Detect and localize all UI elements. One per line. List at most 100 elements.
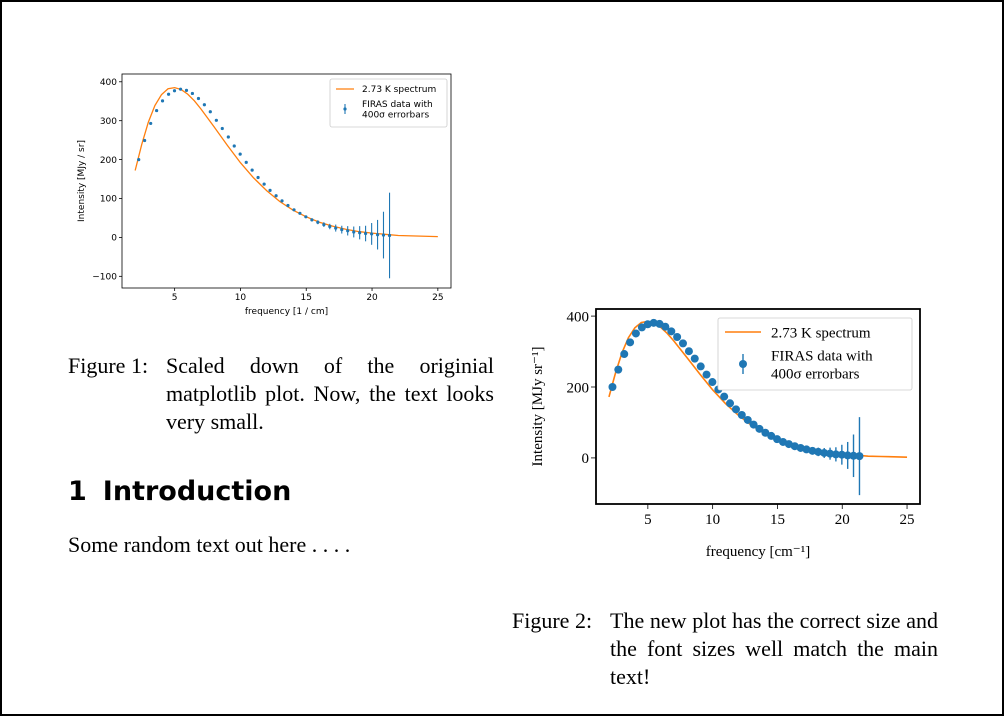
data-point <box>274 194 278 198</box>
data-point <box>831 450 840 459</box>
figure-2-caption-text: The new plot has the correct size and th… <box>610 608 938 689</box>
body-paragraph: Some random text out here . . . . <box>68 532 351 557</box>
data-point <box>755 424 764 433</box>
x-tick-label: 5 <box>172 293 178 303</box>
axes-frame <box>121 73 452 289</box>
data-point <box>673 333 682 342</box>
data-point <box>667 327 676 336</box>
figure-1-caption: Figure 1: Scaled down of the originial m… <box>68 352 494 442</box>
data-point <box>837 450 846 459</box>
data-point <box>761 428 770 437</box>
x-tick-label: 20 <box>366 293 378 303</box>
data-point <box>286 203 290 208</box>
data-point <box>702 370 711 379</box>
figure-2-caption-label: Figure 2: <box>512 608 593 633</box>
y-tick-label: 400 <box>567 309 590 325</box>
legend-entry-data-line2: 400σ errorbars <box>771 366 860 382</box>
data-point <box>352 230 356 234</box>
data-point <box>849 451 858 460</box>
spectrum-line <box>134 86 438 238</box>
data-point <box>381 233 386 237</box>
data-point <box>268 188 272 192</box>
data-point <box>334 226 338 230</box>
data-point <box>196 96 201 101</box>
data-point <box>661 322 670 331</box>
data-point <box>310 218 314 222</box>
legend-entry-spectrum: 2.73 K spectrum <box>362 85 436 95</box>
y-tick-label: 200 <box>100 156 117 166</box>
data-point <box>298 211 302 215</box>
data-point <box>696 362 705 371</box>
data-point <box>684 347 693 356</box>
data-point <box>328 224 332 229</box>
x-tick-label: 20 <box>835 512 850 528</box>
x-axis-label: frequency [1 / cm] <box>245 307 328 317</box>
x-tick-label: 25 <box>432 293 443 303</box>
legend-entry-data-line2: 400σ errorbars <box>362 111 429 121</box>
data-point <box>749 420 758 429</box>
data-point <box>826 449 835 458</box>
section-title: Introduction <box>102 476 292 507</box>
data-point <box>184 88 189 92</box>
legend-entry-data-line1: FIRAS data with <box>362 100 433 110</box>
data-point <box>678 339 687 348</box>
y-tick-label: 100 <box>100 195 117 205</box>
data-point <box>160 99 165 103</box>
legend-marker-swatch <box>343 107 347 111</box>
x-tick-label: 25 <box>900 512 915 528</box>
figure-1-caption-text: Scaled down of the originial matplotlib … <box>166 353 494 434</box>
data-point <box>190 91 195 96</box>
legend-marker-swatch <box>739 360 747 368</box>
x-tick-label: 15 <box>770 512 785 528</box>
data-point <box>322 222 326 227</box>
section-heading: 1 Introduction <box>68 476 291 507</box>
data-point <box>340 228 344 232</box>
data-point <box>155 108 159 113</box>
y-tick-label: 400 <box>100 78 117 88</box>
data-point <box>256 175 260 180</box>
data-point <box>137 158 141 162</box>
legend-entry-data-line1: FIRAS data with <box>771 348 873 364</box>
data-point <box>637 323 646 332</box>
data-point <box>244 160 248 164</box>
y-tick-label: 300 <box>100 117 117 127</box>
data-point <box>208 110 212 114</box>
y-tick-label: 200 <box>567 380 590 396</box>
data-point <box>731 405 740 414</box>
data-point <box>690 354 699 363</box>
data-point <box>304 215 308 219</box>
data-point <box>608 383 617 391</box>
figure-1-caption-label: Figure 1: <box>68 353 149 378</box>
data-point <box>631 329 640 338</box>
data-point <box>814 447 823 456</box>
axes-frame <box>595 308 921 505</box>
data-point <box>726 399 735 408</box>
data-point <box>232 144 236 148</box>
y-tick-label: 0 <box>582 451 590 467</box>
legend-box <box>329 78 448 128</box>
data-point <box>202 103 206 107</box>
data-point <box>855 452 864 461</box>
data-point <box>843 451 852 460</box>
data-point <box>626 338 635 347</box>
legend-box <box>717 317 913 391</box>
x-axis-label: frequency [cm⁻¹] <box>706 544 810 560</box>
y-axis-label: Intensity [MJy / sr] <box>77 140 87 222</box>
data-point <box>773 435 782 444</box>
data-point <box>172 89 177 93</box>
data-point <box>250 168 254 172</box>
data-point <box>143 138 147 143</box>
y-axis-label: Intensity [MJy sr⁻¹] <box>530 347 546 467</box>
data-point <box>708 378 717 387</box>
data-point <box>358 231 362 235</box>
data-point <box>346 229 350 233</box>
data-point <box>720 392 729 401</box>
section-number: 1 <box>68 476 87 507</box>
data-point <box>620 350 629 359</box>
y-tick-label: 0 <box>111 234 117 244</box>
data-point <box>643 320 652 329</box>
data-point <box>280 199 284 203</box>
